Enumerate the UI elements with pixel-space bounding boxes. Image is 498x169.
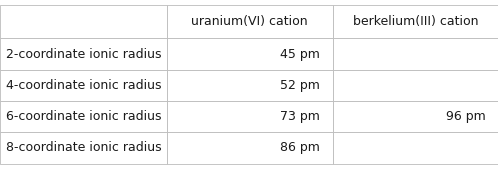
Text: berkelium(III) cation: berkelium(III) cation: [353, 16, 478, 28]
Text: 4-coordinate ionic radius: 4-coordinate ionic radius: [6, 79, 161, 92]
Bar: [167, 70, 333, 101]
Bar: [167, 101, 333, 132]
Bar: [167, 6, 333, 39]
Text: 86 pm: 86 pm: [280, 141, 320, 154]
Bar: [333, 132, 498, 164]
Text: uranium(VI) cation: uranium(VI) cation: [191, 16, 308, 28]
Bar: [0, 70, 167, 101]
Bar: [0, 6, 167, 39]
Bar: [333, 6, 498, 39]
Text: 2-coordinate ionic radius: 2-coordinate ionic radius: [6, 48, 161, 61]
Bar: [0, 101, 167, 132]
Text: 45 pm: 45 pm: [280, 48, 320, 61]
Bar: [333, 70, 498, 101]
Bar: [0, 39, 167, 70]
Text: 8-coordinate ionic radius: 8-coordinate ionic radius: [6, 141, 161, 154]
Text: 6-coordinate ionic radius: 6-coordinate ionic radius: [6, 110, 161, 123]
Text: 52 pm: 52 pm: [280, 79, 320, 92]
Bar: [167, 132, 333, 164]
Bar: [0, 132, 167, 164]
Bar: [333, 101, 498, 132]
Text: 96 pm: 96 pm: [446, 110, 486, 123]
Bar: [167, 39, 333, 70]
Text: 73 pm: 73 pm: [280, 110, 320, 123]
Bar: [333, 39, 498, 70]
